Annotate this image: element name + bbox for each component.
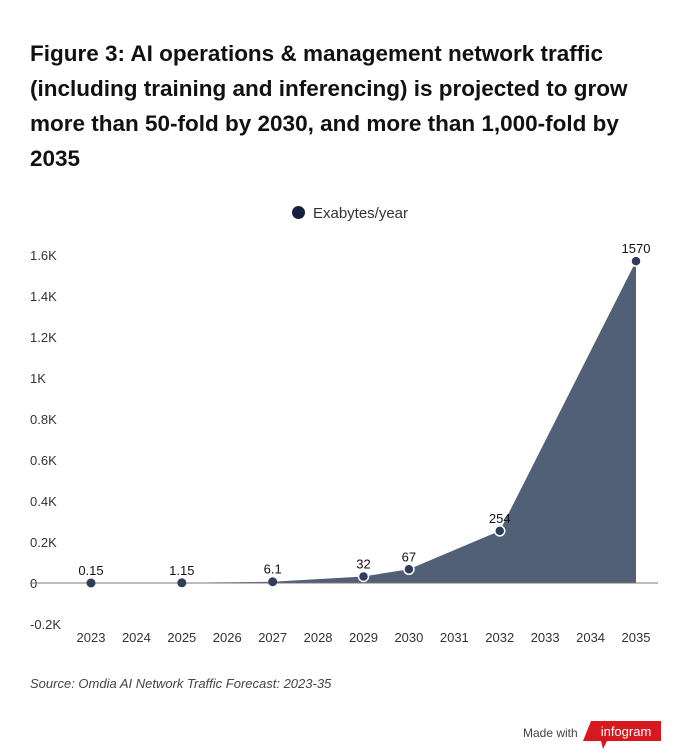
data-label: 32 [356, 556, 370, 571]
chart-title: Figure 3: AI operations & management net… [30, 41, 628, 171]
chart-area: 1.6K1.4K1.2K1K0.8K0.6K0.4K0.2K0-0.2K2023… [30, 241, 658, 645]
data-label: 0.15 [78, 563, 103, 578]
made-with-label: Made with [523, 726, 578, 740]
data-label: 67 [402, 549, 416, 564]
data-point [268, 577, 278, 587]
y-tick-label: 1.6K [30, 248, 57, 263]
data-label: 6.1 [264, 562, 282, 577]
x-tick-label: 2030 [394, 630, 423, 645]
data-point [357, 570, 370, 583]
x-tick-label: 2029 [349, 630, 378, 645]
x-tick-label: 2034 [576, 630, 605, 645]
y-tick-label: 1.2K [30, 330, 57, 345]
svg-text:infogram: infogram [601, 724, 652, 739]
x-tick-label: 2023 [77, 630, 106, 645]
infogram-logo[interactable]: infogram [583, 719, 663, 751]
legend-label: Exabytes/year [312, 205, 409, 222]
x-tick-label: 2033 [531, 630, 560, 645]
data-label: 1570 [622, 241, 651, 256]
data-point [86, 578, 96, 588]
x-tick-label: 2031 [440, 630, 469, 645]
y-tick-label: 0.4K [30, 494, 57, 509]
series-area [91, 261, 636, 583]
source-note: Source: Omdia AI Network Traffic Forecas… [30, 676, 332, 691]
x-tick-label: 2035 [622, 630, 651, 645]
legend-marker [291, 206, 305, 219]
data-point [494, 525, 506, 537]
y-tick-label: 0.8K [30, 412, 57, 427]
x-tick-label: 2025 [167, 630, 196, 645]
x-tick-label: 2027 [258, 630, 287, 645]
y-tick-label: 0.2K [30, 535, 57, 550]
x-tick-label: 2028 [304, 630, 333, 645]
data-point [403, 563, 415, 576]
y-tick-label: 0.6K [30, 453, 57, 468]
x-tick-label: 2032 [485, 630, 514, 645]
y-tick-label: -0.2K [30, 617, 61, 632]
data-point [177, 578, 187, 588]
data-label: 254 [489, 511, 511, 526]
y-tick-label: 1K [30, 371, 46, 386]
legend[interactable]: Exabytes/year [0, 205, 700, 222]
x-tick-label: 2024 [122, 630, 151, 645]
x-tick-label: 2026 [213, 630, 242, 645]
data-point [630, 255, 642, 267]
data-label: 1.15 [169, 563, 194, 578]
y-tick-label: 1.4K [30, 289, 57, 304]
